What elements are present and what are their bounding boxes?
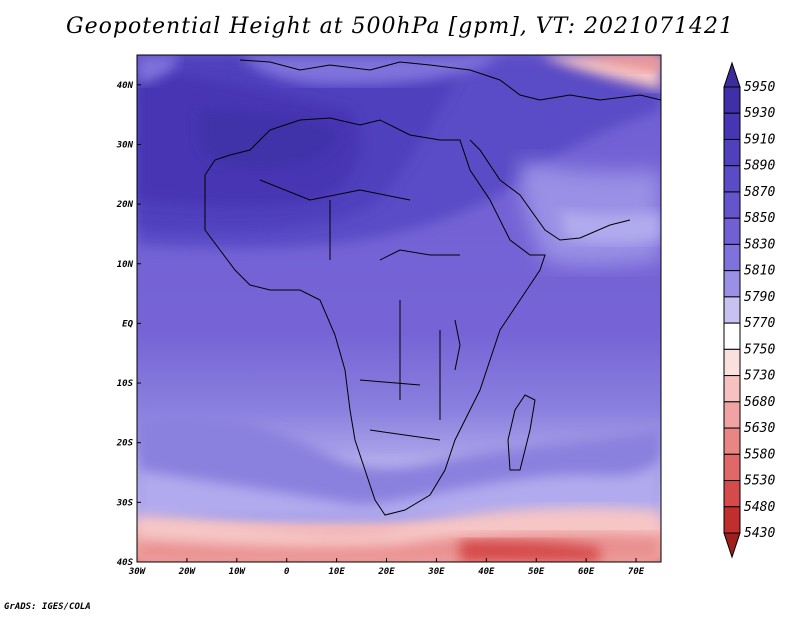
- credit-label: GrADS: IGES/COLA: [4, 602, 91, 612]
- colorbar-level-label: 5770: [744, 316, 775, 331]
- colorbar-swatch: [723, 506, 741, 534]
- lat-tick-label: 30S: [116, 498, 134, 508]
- height-field: [137, 55, 661, 562]
- colorbar-swatch: [723, 348, 741, 377]
- colorbar-level-label: 5750: [744, 342, 775, 357]
- lon-tick-label: 20W: [178, 567, 197, 577]
- colorbar-swatch: [723, 401, 741, 429]
- colorbar-swatch: [723, 375, 741, 403]
- lat-tick-label: 40S: [117, 558, 134, 568]
- colorbar-arrow-top: [723, 61, 741, 88]
- map-title: Geopotential Height at 500hPa [gpm], VT:…: [66, 14, 734, 39]
- colorbar-swatch: [723, 296, 741, 324]
- colorbar-swatch: [723, 165, 741, 193]
- colorbar-level-label: 5530: [744, 474, 775, 489]
- colorbar-swatch: [723, 427, 741, 455]
- lon-tick-label: 10W: [229, 567, 247, 577]
- colorbar-level-label: 5930: [744, 106, 775, 121]
- colorbar-swatch: [723, 191, 741, 219]
- lat-tick-label: 10S: [117, 379, 134, 389]
- lon-tick-label: 0: [284, 567, 290, 577]
- colorbar-swatch: [723, 270, 741, 298]
- colorbar-level-label: 5680: [744, 395, 775, 410]
- lat-tick-label: 20S: [116, 439, 134, 449]
- colorbar-level-label: 5810: [744, 264, 775, 279]
- colorbar-arrow-bottom: [723, 532, 741, 559]
- lat-tick-label: 20N: [116, 200, 134, 210]
- colorbar-level-label: 5850: [744, 211, 775, 226]
- colorbar-level-label: 5950: [744, 80, 775, 95]
- lon-tick-label: 20E: [377, 567, 395, 577]
- colorbar-level-label: 5790: [744, 290, 775, 305]
- lat-tick-label: EQ: [122, 319, 133, 329]
- colorbar-swatch: [723, 217, 741, 245]
- colorbar-swatch: [723, 322, 741, 350]
- lat-tick-label: 30N: [116, 140, 134, 150]
- colorbar-swatch: [723, 453, 741, 482]
- colorbar-level-label: 5580: [744, 447, 775, 462]
- colorbar-swatch: [723, 86, 741, 114]
- lon-tick-label: 70E: [628, 567, 645, 577]
- colorbar-level-label: 5730: [744, 369, 775, 384]
- lat-tick-label: 10N: [117, 260, 134, 270]
- colorbar-swatch: [723, 480, 741, 508]
- lon-tick-label: 50E: [528, 567, 545, 577]
- colorbar-level-label: 5430: [744, 526, 775, 541]
- lon-tick-label: 60E: [578, 567, 595, 577]
- lon-tick-label: 40E: [478, 567, 495, 577]
- lon-tick-label: 30W: [128, 567, 147, 577]
- lat-tick-label: 40N: [117, 81, 134, 91]
- colorbar-level-label: 5870: [744, 185, 775, 200]
- colorbar-level-label: 5910: [744, 132, 775, 147]
- colorbar: 5950 5930 5910 5890 5870 5850 5830 5810 5790 5770…: [723, 61, 775, 559]
- lon-tick-label: 10E: [328, 567, 345, 577]
- colorbar-level-label: 5480: [744, 500, 775, 515]
- colorbar-swatch: [723, 138, 741, 167]
- map-frame: [136, 54, 662, 563]
- lon-tick-label: 30E: [427, 567, 445, 577]
- colorbar-level-label: 5630: [744, 421, 775, 436]
- colorbar-level-label: 5830: [744, 237, 775, 252]
- latitude-axis: 40N 30N 20N 10N EQ 10S 20S 30S 40S: [116, 81, 141, 568]
- colorbar-level-label: 5890: [744, 159, 775, 174]
- longitude-axis: 30W 20W 10W 0 10E 20E 30E 40E 50E 60E 70E: [128, 558, 645, 577]
- coastlines: [204, 59, 661, 516]
- colorbar-swatch: [723, 112, 741, 140]
- colorbar-swatch: [723, 243, 741, 272]
